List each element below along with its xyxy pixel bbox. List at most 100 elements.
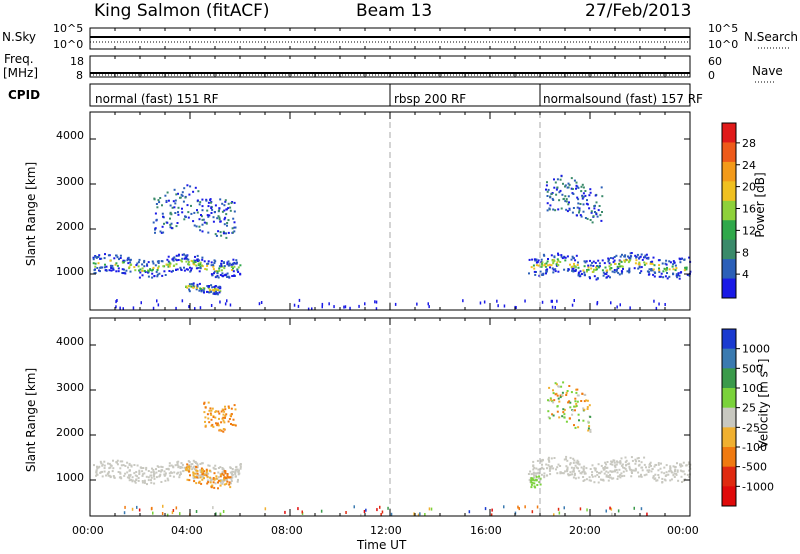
scatter-cell	[535, 474, 537, 477]
scatter-cell	[578, 419, 580, 422]
scatter-cell	[674, 269, 677, 272]
scatter-cell	[193, 259, 196, 262]
scatter-cell	[539, 467, 542, 470]
scatter-cell	[230, 423, 232, 425]
scatter-cell	[573, 262, 575, 265]
scatter-cell	[211, 423, 214, 426]
scatter-cell	[655, 479, 658, 482]
scatter-cell	[540, 265, 543, 268]
scatter-cell	[538, 475, 541, 478]
colorbar-tick-label: 500	[742, 362, 763, 375]
scatter-cell	[217, 471, 220, 474]
scatter-cell	[207, 285, 210, 288]
scatter-cell	[112, 267, 115, 270]
scatter-cell	[572, 193, 575, 195]
scatter-cell	[107, 470, 110, 473]
scatter-cell	[224, 472, 227, 475]
scatter-cell	[532, 468, 535, 471]
scatter-cell	[192, 284, 195, 287]
scatter-cell	[223, 265, 226, 268]
scatter-cell	[153, 475, 156, 478]
scatter-cell	[643, 463, 646, 466]
scatter-cell	[195, 288, 198, 291]
scatter-cell	[528, 258, 531, 261]
scatter-cell	[621, 475, 624, 478]
scatter-cell	[585, 202, 588, 205]
scatter-cell	[229, 466, 232, 469]
scatter-cell	[194, 255, 196, 258]
scatter-cell	[188, 193, 191, 196]
scatter-cell	[205, 199, 208, 202]
near-range-echo	[363, 510, 366, 513]
scatter-cell	[641, 258, 644, 261]
scatter-cell	[237, 470, 240, 473]
near-range-echo	[219, 300, 221, 304]
scatter-cell	[591, 221, 594, 224]
scatter-cell	[163, 222, 165, 225]
colorbar-segment	[722, 259, 736, 280]
near-range-echo	[518, 507, 520, 511]
near-range-echo	[258, 302, 261, 306]
scatter-cell	[220, 421, 223, 424]
scatter-cell	[226, 224, 228, 227]
scatter-cell	[566, 186, 569, 189]
scatter-cell	[545, 272, 547, 275]
scatter-cell	[659, 467, 662, 470]
near-range-echo	[571, 303, 574, 307]
near-range-echo	[229, 303, 232, 307]
scatter-cell	[565, 394, 568, 396]
scatter-cell	[216, 292, 218, 295]
scatter-cell	[569, 471, 572, 474]
scatter-cell	[177, 471, 180, 474]
near-range-echo	[260, 301, 263, 304]
scatter-cell	[219, 466, 222, 469]
scatter-cell	[576, 462, 579, 465]
scatter-cell	[213, 272, 215, 275]
near-range-echo	[132, 306, 135, 310]
scatter-cell	[633, 469, 636, 472]
near-range-echo	[417, 513, 420, 517]
scatter-cell	[201, 256, 204, 259]
scatter-cell	[631, 472, 633, 474]
near-range-echo	[610, 301, 612, 305]
scatter-cell	[112, 459, 114, 462]
scatter-cell	[164, 194, 167, 197]
scatter-cell	[179, 266, 182, 269]
scatter-cell	[166, 258, 169, 261]
scatter-cell	[166, 477, 169, 480]
scatter-cell	[109, 264, 112, 267]
near-range-echo	[358, 304, 360, 308]
scatter-cell	[229, 486, 232, 489]
near-range-echo	[293, 303, 296, 307]
scatter-cell	[600, 464, 603, 467]
scatter-cell	[180, 259, 182, 262]
scatter-cell	[557, 252, 559, 255]
scatter-cell	[207, 215, 210, 218]
scatter-cell	[537, 477, 540, 480]
near-range-echo	[619, 303, 621, 307]
scatter-cell	[673, 472, 676, 475]
scatter-cell	[550, 398, 553, 401]
scatter-cell	[603, 262, 606, 265]
freq-right-tick-top: 60	[708, 55, 722, 68]
scatter-cell	[552, 268, 555, 271]
scatter-cell	[207, 262, 210, 265]
freq-left-tick-bottom: 8	[76, 69, 83, 82]
scatter-cell	[556, 466, 559, 469]
scatter-cell	[217, 487, 219, 490]
scatter-cell	[654, 473, 657, 476]
scatter-cell	[196, 476, 199, 479]
scatter-cell	[107, 462, 109, 465]
scatter-cell	[108, 462, 111, 465]
scatter-cell	[581, 183, 584, 186]
scatter-cell	[127, 258, 130, 261]
scatter-cell	[203, 402, 206, 405]
scatter-cell	[531, 481, 534, 484]
scatter-cell	[231, 227, 234, 230]
near-range-echo	[556, 299, 558, 303]
scatter-cell	[552, 208, 555, 211]
scatter-cell	[565, 420, 568, 423]
colorbar-tick-label: 8	[742, 246, 749, 259]
scatter-cell	[215, 275, 218, 278]
scatter-cell	[201, 475, 204, 478]
